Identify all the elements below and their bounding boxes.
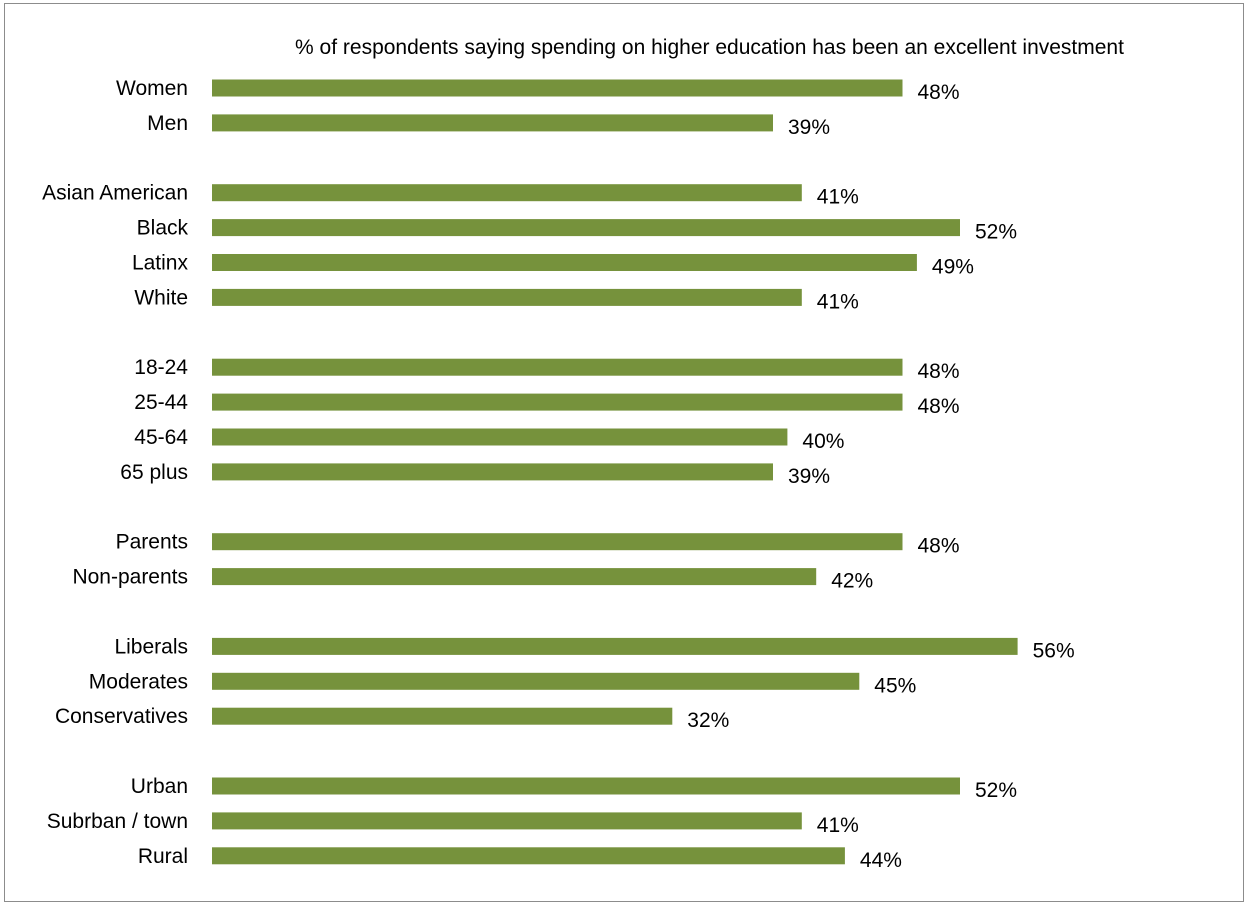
- bar: [212, 428, 788, 446]
- bar: [212, 219, 960, 237]
- category-label: Urban: [131, 775, 188, 798]
- category-label: Liberals: [114, 635, 188, 658]
- bar: [212, 672, 860, 690]
- value-label: 48%: [918, 360, 960, 383]
- bar: [212, 79, 903, 97]
- value-label: 32%: [687, 709, 729, 732]
- bar: [212, 568, 817, 586]
- value-label: 44%: [860, 849, 902, 872]
- category-label: 65 plus: [120, 461, 188, 484]
- bar: [212, 114, 773, 132]
- value-label: 41%: [817, 814, 859, 837]
- category-label: 18-24: [134, 356, 188, 379]
- value-label: 40%: [802, 430, 844, 453]
- category-label: Non-parents: [72, 566, 188, 589]
- bar: [212, 637, 1018, 655]
- category-label: Women: [116, 77, 188, 100]
- bar: [212, 288, 802, 306]
- bar: [212, 777, 960, 795]
- value-label: 39%: [788, 116, 830, 139]
- value-label: 48%: [918, 535, 960, 558]
- value-label: 49%: [932, 256, 974, 279]
- bar: [212, 847, 845, 865]
- category-label: White: [134, 286, 188, 309]
- value-label: 52%: [975, 221, 1017, 244]
- value-label: 45%: [874, 674, 916, 697]
- bar: [212, 533, 903, 551]
- category-label: Moderates: [89, 670, 188, 693]
- value-label: 39%: [788, 465, 830, 488]
- category-label: 25-44: [134, 391, 188, 414]
- bar: [212, 184, 802, 202]
- chart-title: % of respondents saying spending on high…: [295, 36, 1124, 59]
- chart-frame: [4, 3, 1244, 902]
- bar: [212, 358, 903, 376]
- bar: [212, 463, 773, 481]
- value-label: 42%: [831, 570, 873, 593]
- value-label: 52%: [975, 779, 1017, 802]
- category-label: 45-64: [134, 426, 188, 449]
- bar: [212, 812, 802, 830]
- category-label: Black: [137, 217, 189, 240]
- category-label: Conservatives: [55, 705, 188, 728]
- category-label: Parents: [116, 531, 188, 554]
- bar: [212, 393, 903, 411]
- category-label: Men: [147, 112, 188, 135]
- value-label: 48%: [918, 395, 960, 418]
- category-label: Rural: [138, 845, 188, 868]
- category-label: Asian American: [42, 182, 188, 205]
- bar: [212, 707, 673, 725]
- bar: [212, 254, 917, 271]
- category-label: Subrban / town: [47, 810, 188, 833]
- value-label: 56%: [1033, 639, 1075, 662]
- value-label: 48%: [918, 81, 960, 104]
- value-label: 41%: [817, 186, 859, 209]
- value-label: 41%: [817, 290, 859, 313]
- category-label: Latinx: [132, 252, 189, 275]
